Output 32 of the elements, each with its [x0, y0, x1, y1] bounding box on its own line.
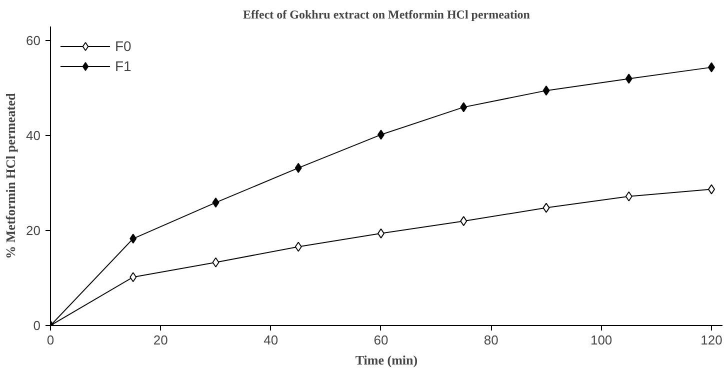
- point: [294, 242, 302, 252]
- point: [460, 102, 468, 112]
- point: [708, 62, 715, 72]
- y-tick-label: 0: [33, 318, 41, 333]
- x-axis-title: Time (min): [355, 352, 418, 368]
- legend-label: F1: [115, 58, 132, 74]
- point: [130, 234, 137, 244]
- point: [542, 86, 550, 96]
- y-tick-label: 40: [26, 128, 41, 144]
- y-tick-label: 20: [26, 223, 41, 238]
- x-tick-label: 100: [590, 332, 612, 348]
- x-tick-label: 80: [484, 332, 498, 348]
- x-tick-label: 20: [153, 332, 168, 348]
- point: [212, 198, 220, 208]
- x-tick-label: 0: [46, 332, 54, 348]
- point: [542, 202, 550, 213]
- point: [625, 74, 632, 84]
- point: [460, 216, 468, 226]
- point: [130, 272, 137, 282]
- chart-title: Effect of Gokhru extract on Metformin HCl permeation: [243, 8, 530, 22]
- x-tick-label: 40: [264, 332, 278, 348]
- x-tick-label: 60: [374, 332, 388, 348]
- y-tick-label: 60: [26, 33, 41, 48]
- legend-label: F0: [115, 38, 132, 54]
- x-tick-label: 120: [700, 332, 722, 348]
- point: [625, 191, 632, 202]
- point: [708, 184, 715, 194]
- point: [212, 257, 220, 268]
- y-axis-title: % Metformin HCl permeated: [3, 92, 18, 259]
- point: [377, 130, 384, 140]
- point: [377, 228, 384, 238]
- point: [294, 162, 302, 173]
